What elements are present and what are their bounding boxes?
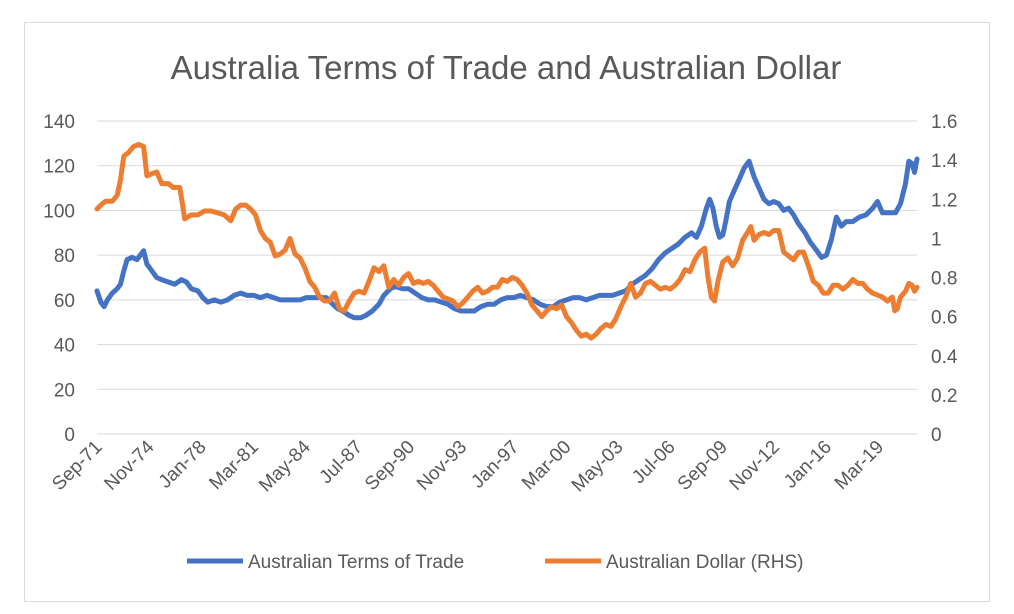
x-tick-label: May-84 — [255, 436, 315, 496]
x-tick-label: Jul-87 — [316, 437, 367, 488]
x-tick-label: May-03 — [568, 437, 628, 497]
series-line-australian-dollar — [94, 142, 920, 341]
x-tick-label: Mar-00 — [518, 437, 575, 494]
left-axis-ticks: 0 20 40 60 80 100 120 140 — [43, 112, 75, 446]
left-tick-label: 20 — [54, 380, 75, 401]
gridlines — [97, 120, 917, 435]
left-tick-label: 0 — [64, 425, 75, 446]
left-tick-label: 80 — [54, 246, 75, 267]
x-tick-label: Nov-93 — [413, 437, 471, 495]
left-tick-label: 140 — [43, 112, 75, 133]
x-tick-label: Mar-81 — [205, 437, 262, 494]
left-tick-label: 60 — [54, 291, 75, 312]
x-tick-label: Jan-78 — [155, 437, 211, 493]
right-tick-label: 1.4 — [931, 151, 958, 172]
x-tick-label: Mar-19 — [831, 437, 888, 494]
x-tick-label: Sep-09 — [674, 437, 732, 495]
left-tick-label: 120 — [43, 157, 75, 178]
series-lines — [94, 142, 920, 341]
left-tick-label: 100 — [43, 201, 75, 222]
right-tick-label: 1.6 — [931, 112, 957, 133]
right-tick-label: 1 — [931, 229, 942, 250]
right-tick-label: 0.4 — [931, 347, 958, 368]
right-tick-label: 1.2 — [931, 190, 957, 211]
chart-title: Australia Terms of Trade and Australian … — [171, 49, 842, 86]
legend-label-australian-dollar: Australian Dollar (RHS) — [606, 552, 803, 573]
series-line-terms-of-trade — [94, 156, 920, 321]
right-tick-label: 0 — [931, 425, 942, 446]
right-tick-label: 0.2 — [931, 386, 957, 407]
x-tick-label: Nov-74 — [100, 436, 158, 494]
x-tick-label: Sep-90 — [361, 437, 419, 495]
x-tick-label: Nov-12 — [726, 437, 784, 495]
right-axis-ticks: 0 0.2 0.4 0.6 0.8 1 1.2 1.4 1.6 — [931, 112, 958, 446]
x-tick-label: Jul-06 — [628, 437, 679, 488]
right-tick-label: 0.8 — [931, 269, 957, 290]
legend: Australian Terms of Trade Australian Dol… — [187, 552, 803, 573]
x-tick-label: Jan-16 — [780, 437, 836, 493]
left-tick-label: 40 — [54, 336, 75, 357]
right-tick-label: 0.6 — [931, 308, 957, 329]
legend-label-terms-of-trade: Australian Terms of Trade — [248, 552, 464, 573]
x-tick-label: Sep-71 — [48, 437, 106, 495]
x-tick-label: Jan-97 — [467, 437, 523, 493]
line-chart: Australia Terms of Trade and Australian … — [43, 49, 958, 573]
chart-frame: Australia Terms of Trade and Australian … — [24, 22, 990, 602]
